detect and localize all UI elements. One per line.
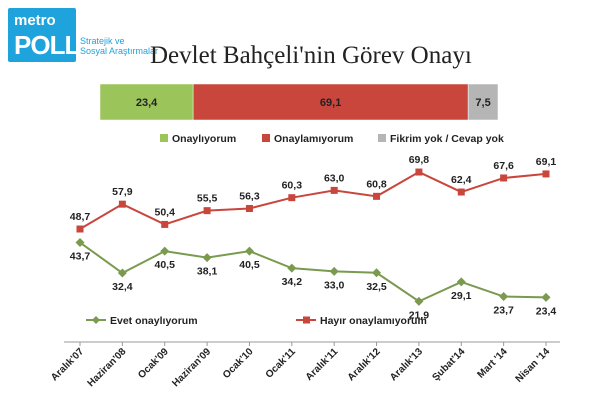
series-1-data-label-3: 55,5 [197, 193, 218, 205]
series-1-data-label-11: 69,1 [536, 156, 557, 168]
bar-legend-label-1: Onaylamıyorum [274, 133, 353, 145]
bar-legend-swatch-0 [160, 134, 168, 142]
line-legend-marker-0 [92, 316, 100, 324]
x-axis-tick-label-5: Ocak'11 [264, 346, 299, 381]
series-0-point-7 [372, 268, 382, 278]
x-axis-tick-label-7: Aralık'12 [346, 346, 383, 383]
x-axis-tick-label-4: Ocak'10 [221, 346, 256, 381]
series-0-point-2 [160, 246, 170, 256]
bar-value-label-2: 7,5 [475, 97, 490, 109]
series-1-point-2 [161, 220, 169, 228]
bar-segment-1 [192, 83, 469, 121]
series-0-point-11 [541, 292, 551, 302]
logo-tagline-2: Sosyal Araştırmalar [80, 46, 159, 56]
series-1-data-label-2: 50,4 [155, 206, 176, 218]
bar-legend-swatch-1 [262, 134, 270, 142]
series-1-point-4 [245, 204, 253, 212]
series-line-1 [79, 170, 547, 230]
bar-legend-swatch-2 [378, 134, 386, 142]
series-0-point-0 [75, 238, 85, 248]
series-1-point-5 [288, 194, 296, 202]
series-1-point-3 [203, 207, 211, 215]
x-axis-tick-label-8: Aralık'13 [388, 346, 425, 383]
x-axis-tick-label-2: Ocak'09 [136, 346, 171, 381]
series-0-point-4 [244, 246, 254, 256]
series-0-data-label-1: 32,4 [112, 281, 133, 293]
series-1-data-label-7: 60,8 [366, 178, 387, 190]
series-1-point-6 [330, 186, 338, 194]
series-0-point-10 [499, 292, 509, 302]
series-0-point-6 [329, 266, 339, 276]
bar-legend-label-2: Fikrim yok / Cevap yok [390, 133, 504, 145]
series-0-point-5 [287, 263, 297, 273]
series-1-point-1 [118, 200, 126, 208]
series-1-point-9 [457, 188, 465, 196]
series-1-data-label-6: 63,0 [324, 172, 345, 184]
series-1-point-11 [542, 170, 550, 178]
series-0-data-label-2: 40,5 [155, 259, 176, 271]
series-1-data-label-1: 57,9 [112, 186, 133, 198]
series-1-point-8 [415, 168, 423, 176]
bar-legend-label-0: Onaylıyorum [172, 133, 236, 145]
series-1-data-label-8: 69,8 [409, 154, 430, 166]
metropoll-logo: metro POLL [8, 8, 80, 62]
series-0-data-label-3: 38,1 [197, 266, 218, 278]
x-axis-tick-label-1: Haziran'08 [86, 346, 129, 389]
series-0-data-label-4: 40,5 [239, 259, 260, 271]
bar-segment-0 [99, 83, 194, 121]
series-1-data-label-9: 62,4 [451, 174, 472, 186]
series-0-data-label-9: 29,1 [451, 290, 472, 302]
series-1-point-7 [373, 192, 381, 200]
line-legend-label-0: Evet onaylıyorum [110, 315, 198, 327]
bar-value-label-0: 23,4 [136, 97, 158, 109]
series-0-point-3 [202, 253, 212, 263]
series-0-data-label-8: 21,9 [409, 309, 430, 321]
bar-value-label-1: 69,1 [320, 97, 341, 109]
logo-tagline-1: Stratejik ve [80, 36, 125, 46]
x-axis-tick-label-0: Aralık'07 [49, 346, 86, 383]
series-1-data-label-10: 67,6 [493, 160, 514, 172]
series-0-point-8 [414, 296, 424, 306]
series-1-data-label-5: 60,3 [282, 180, 303, 192]
logo-line1: metro [14, 12, 56, 29]
series-0-data-label-5: 34,2 [282, 276, 303, 288]
chart-title: Devlet Bahçeli'nin Görev Onayı [150, 42, 472, 69]
x-axis-tick-label-3: Haziran'09 [170, 346, 213, 389]
series-1-data-label-4: 56,3 [239, 190, 260, 202]
series-1-point-10 [500, 174, 508, 182]
x-axis-tick-label-11: Nisan '14 [514, 346, 553, 385]
x-axis-tick-label-9: Şubat'14 [430, 346, 467, 383]
line-legend-label-1: Hayır onaylamıyorum [320, 315, 427, 327]
x-axis-tick-label-10: Mart '14 [476, 346, 511, 381]
series-0-point-9 [456, 277, 466, 287]
series-0-data-label-6: 33,0 [324, 279, 345, 291]
series-1-point-0 [76, 225, 84, 233]
logo-line2: POLL [14, 30, 80, 60]
series-1-data-label-0: 48,7 [70, 211, 91, 223]
bar-segment-2 [467, 83, 499, 121]
series-line-0 [79, 241, 547, 303]
logo-tagline: Stratejik ve Sosyal Araştırmalar [80, 36, 158, 56]
line-legend-marker-1 [303, 316, 310, 324]
series-0-data-label-10: 23,7 [493, 305, 514, 317]
x-axis-tick-label-6: Aralık'11 [304, 346, 341, 383]
series-0-point-1 [117, 268, 127, 278]
series-0-data-label-7: 32,5 [366, 281, 387, 293]
series-0-data-label-0: 43,7 [70, 251, 91, 263]
series-0-data-label-11: 23,4 [536, 305, 557, 317]
